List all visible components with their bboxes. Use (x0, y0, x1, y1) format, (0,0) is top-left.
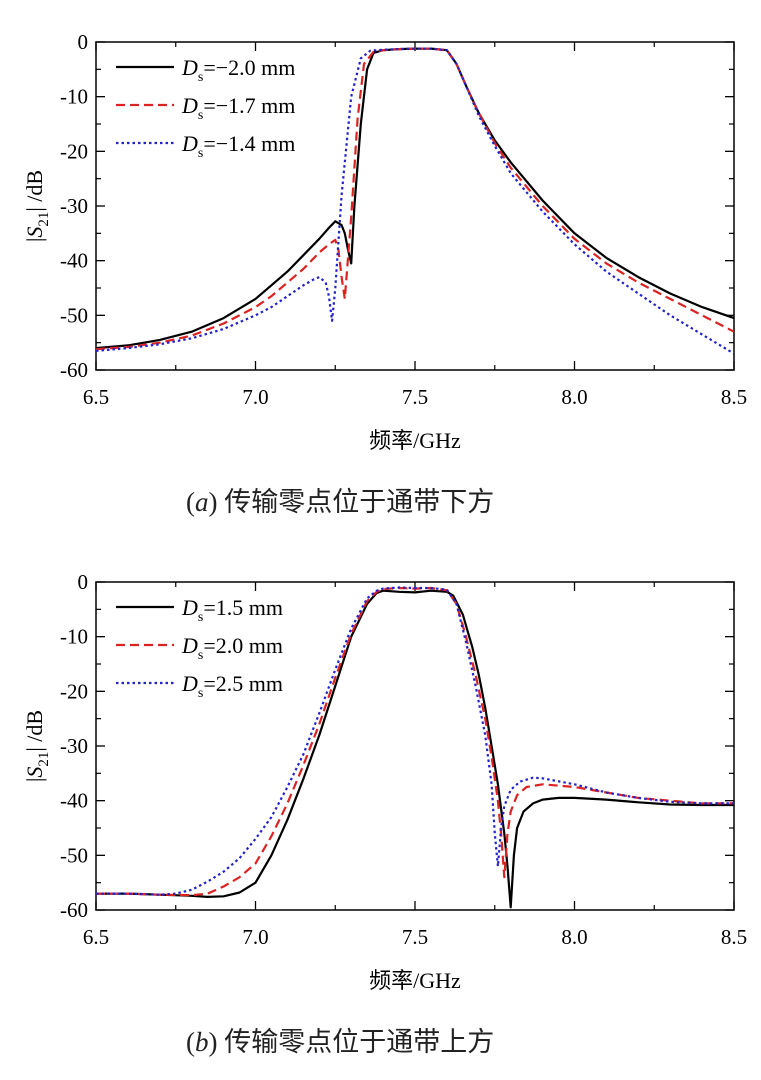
y-tick-label: -20 (60, 139, 88, 163)
series-line-2 (96, 47, 734, 351)
x-tick-label: 7.0 (242, 385, 268, 409)
series-line-3 (96, 47, 734, 355)
x-axis-label: 频率/GHz (369, 428, 461, 453)
x-tick-label: 8.0 (561, 385, 587, 409)
legend-entry-2: Ds=2.0 mm (181, 633, 283, 663)
y-tick-label: -60 (60, 358, 88, 382)
x-tick-label: 8.0 (561, 925, 587, 949)
caption-label: b (195, 1027, 209, 1057)
series-lines (96, 47, 734, 355)
y-tick-label: -40 (60, 789, 88, 813)
y-tick-label: -50 (60, 843, 88, 867)
y-axis-label: |S21| /dB (22, 710, 52, 782)
y-tick-label: -40 (60, 249, 88, 273)
legend-entry-3: Ds=2.5 mm (181, 671, 283, 701)
y-tick-label: -60 (60, 898, 88, 922)
y-tick-label: -50 (60, 303, 88, 327)
y-tick-label: -10 (60, 625, 88, 649)
y-tick-label: -20 (60, 679, 88, 703)
y-tick-label: 0 (78, 30, 89, 54)
legend: Ds=1.5 mm Ds=2.0 mm Ds=2.5 mm (116, 595, 283, 701)
series-line-3 (96, 586, 734, 896)
legend-entry-1: Ds=−2.0 mm (181, 55, 295, 85)
series-line-2 (96, 586, 734, 897)
y-tick-label: -10 (60, 85, 88, 109)
x-tick-label: 8.5 (721, 925, 747, 949)
caption-text: 传输零点位于通带上方 (224, 1027, 494, 1057)
legend-entry-2: Ds=−1.7 mm (181, 93, 295, 123)
y-tick-label: 0 (78, 570, 89, 594)
caption-b: (b) 传输零点位于通带上方 (186, 1027, 494, 1057)
x-tick-label: 7.5 (402, 925, 428, 949)
plot-frame (95, 581, 735, 911)
x-tick-label: 7.5 (402, 385, 428, 409)
series-line-1 (96, 589, 734, 909)
x-tick-label: 6.5 (83, 385, 109, 409)
x-tick-label: 7.0 (242, 925, 268, 949)
legend: Ds=−2.0 mm Ds=−1.7 mm Ds=−1.4 mm (116, 55, 295, 161)
x-tick-label: 8.5 (721, 385, 747, 409)
y-tick-label: -30 (60, 734, 88, 758)
chart-panel-b: 6.5 7.0 7.5 8.0 8.5 0 -10 -20 -30 -40 -50 -60 Ds=1.… (22, 570, 747, 1057)
caption-text: 传输零点位于通带下方 (224, 487, 494, 517)
legend-entry-3: Ds=−1.4 mm (181, 131, 295, 161)
y-tick-label: -30 (60, 194, 88, 218)
series-lines (96, 586, 734, 909)
caption-a: (a) 传输零点位于通带下方 (186, 487, 494, 517)
y-axis-label: |S21| /dB (22, 170, 52, 242)
series-line-1 (96, 47, 734, 350)
caption-label: a (195, 487, 209, 517)
axis-ticks: 6.5 7.0 7.5 8.0 8.5 0 -10 -20 -30 -40 -50 -60 (60, 570, 747, 949)
legend-entry-1: Ds=1.5 mm (181, 595, 283, 625)
chart-panel-a: 6.5 7.0 7.5 8.0 8.5 0 -10 -20 -30 -40 -50 -60 Ds=−2… (22, 30, 747, 517)
x-axis-label: 频率/GHz (369, 968, 461, 993)
x-tick-label: 6.5 (83, 925, 109, 949)
axis-ticks: 6.5 7.0 7.5 8.0 8.5 0 -10 -20 -30 -40 -50 -60 (60, 30, 747, 409)
plot-frame (95, 41, 735, 371)
